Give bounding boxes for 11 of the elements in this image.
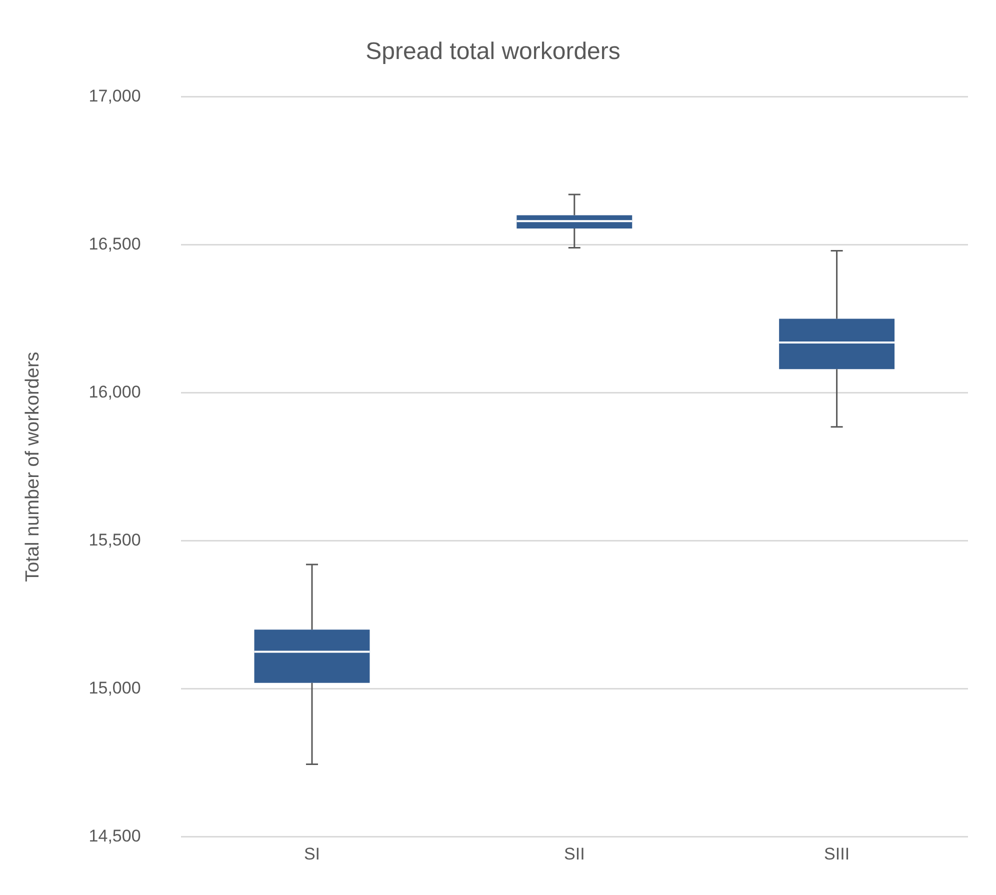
y-tick-label: 14,500 bbox=[88, 826, 141, 846]
y-tick-label: 17,000 bbox=[88, 86, 141, 106]
x-tick-label: SI bbox=[304, 844, 320, 864]
y-tick-label: 15,000 bbox=[88, 678, 141, 698]
x-tick-label: SIII bbox=[824, 844, 850, 864]
y-tick-label: 16,500 bbox=[88, 234, 141, 254]
y-axis-title: Total number of workorders bbox=[22, 352, 44, 582]
chart-title: Spread total workorders bbox=[366, 38, 620, 66]
y-tick-label: 15,500 bbox=[88, 530, 141, 550]
y-tick-label: 16,000 bbox=[88, 382, 141, 402]
x-tick-label: SII bbox=[564, 844, 585, 864]
